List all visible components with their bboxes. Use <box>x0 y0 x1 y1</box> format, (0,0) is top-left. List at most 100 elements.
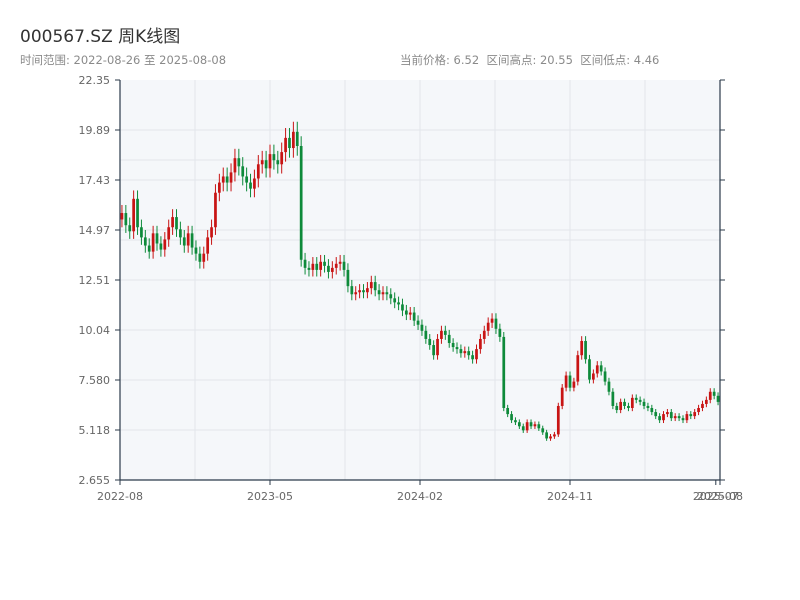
x-tick-label: 2023-05 <box>247 490 293 503</box>
candle-body <box>159 243 163 250</box>
candle-body <box>634 397 638 400</box>
candle-body <box>638 399 642 402</box>
candle-body <box>654 412 658 417</box>
candle-body <box>642 401 646 406</box>
candle-body <box>210 227 213 238</box>
candle-body <box>475 349 478 360</box>
candle-body <box>179 229 182 238</box>
y-tick-label: 19.89 <box>79 124 111 137</box>
candle-body <box>147 245 151 252</box>
candle-body <box>330 267 334 272</box>
x-tick-label: 2025-07 <box>693 490 739 503</box>
candle-body <box>685 414 689 421</box>
y-tick-label: 17.43 <box>79 174 111 187</box>
candle-body <box>393 298 397 303</box>
candle-body <box>377 290 381 295</box>
candle-body <box>619 401 623 411</box>
candle-body <box>346 269 350 287</box>
candle-body <box>697 408 700 413</box>
candle-body <box>295 131 299 147</box>
candle-body <box>607 381 611 392</box>
candle-body <box>354 292 358 295</box>
x-tick-label: 2024-02 <box>397 490 443 503</box>
candle-body <box>182 237 186 246</box>
candle-body <box>588 359 591 380</box>
candle-body <box>140 227 143 238</box>
candle-body <box>366 288 369 293</box>
current-price-text: 当前价格: 6.52 <box>400 53 480 67</box>
candle-body <box>405 310 408 315</box>
y-tick-label: 10.04 <box>79 324 111 337</box>
candle-body <box>128 225 132 232</box>
candle-body <box>451 343 455 348</box>
candle-body <box>564 375 568 388</box>
candle-body <box>716 395 720 402</box>
candle-body <box>658 416 661 421</box>
candle-body <box>455 347 459 350</box>
candle-body <box>284 137 287 153</box>
candle-body <box>599 365 603 372</box>
candle-body <box>568 375 572 388</box>
y-tick-label: 2.655 <box>79 474 111 487</box>
candle-body <box>650 408 654 413</box>
candle-body <box>323 261 326 266</box>
candle-body <box>280 152 284 165</box>
candle-body <box>459 349 463 354</box>
candle-body <box>214 192 217 228</box>
candle-body <box>221 176 225 183</box>
candle-body <box>412 312 416 321</box>
candle-body <box>299 146 303 260</box>
candle-body <box>315 263 319 270</box>
candle-body <box>490 318 494 323</box>
candle-body <box>198 253 202 262</box>
candle-body <box>486 322 490 331</box>
candle-body <box>662 414 665 421</box>
candle-body <box>163 239 167 250</box>
candle-body <box>401 304 404 311</box>
candle-body <box>175 217 178 230</box>
candle-body <box>373 282 377 291</box>
candle-body <box>525 422 529 431</box>
candle-body <box>537 424 541 429</box>
candle-body <box>467 351 471 356</box>
axes: 2.655 5.118 7.580 10.04 12.51 14.97 17.43 19.89… <box>79 74 743 503</box>
candle-body <box>482 330 486 339</box>
candle-body <box>362 290 365 293</box>
candle-body <box>529 422 533 427</box>
candle-body <box>693 412 697 417</box>
candle-body <box>272 154 276 161</box>
candle-body <box>443 330 447 335</box>
candle-body <box>708 391 712 400</box>
candle-body <box>440 330 443 339</box>
candle-body <box>611 391 615 406</box>
candle-body <box>712 391 716 396</box>
candle-body <box>549 436 552 439</box>
candle-body <box>545 432 548 439</box>
y-tick-label: 22.35 <box>79 74 111 87</box>
candle-body <box>479 338 482 350</box>
candle-body <box>428 338 432 346</box>
candle-body <box>646 405 650 409</box>
candle-body <box>432 345 435 356</box>
candle-body <box>241 166 245 177</box>
candle-body <box>701 403 704 409</box>
y-tick-label: 5.118 <box>79 424 111 437</box>
candle-body <box>517 422 521 427</box>
date-range-text: 时间范围: 2022-08-26 至 2025-08-08 <box>20 53 227 67</box>
candle-body <box>572 381 576 388</box>
candle-body <box>533 424 537 427</box>
candle-body <box>202 253 206 262</box>
candle-body <box>677 416 681 419</box>
candle-body <box>334 263 338 268</box>
candle-body <box>369 282 373 289</box>
candle-body <box>630 397 634 409</box>
candle-body <box>689 414 693 417</box>
candle-body <box>249 182 252 189</box>
y-tick-label: 14.97 <box>79 224 111 237</box>
candle-body <box>502 336 506 409</box>
candle-body <box>669 412 673 419</box>
y-tick-label: 12.51 <box>79 274 111 287</box>
candle-body <box>556 405 560 435</box>
x-tick-label: 2025-08 <box>697 490 743 503</box>
